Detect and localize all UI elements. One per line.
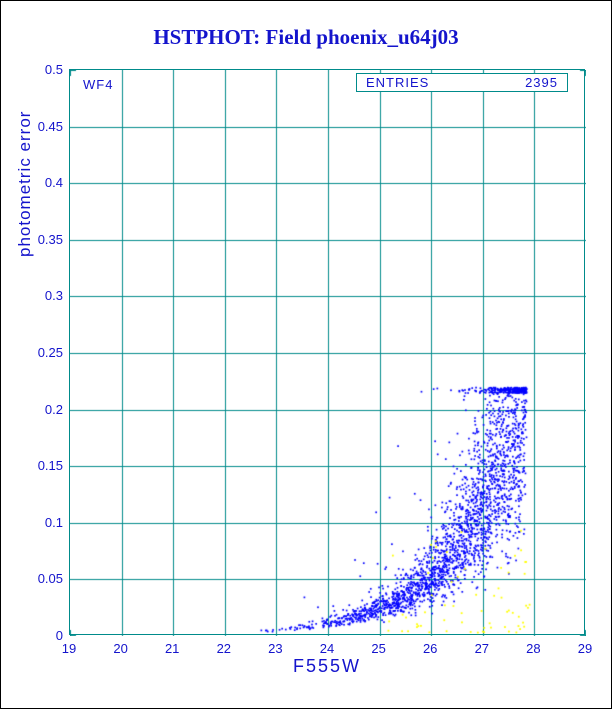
- x-axis-label: F555W: [292, 656, 362, 676]
- x-tick-label: 25: [371, 641, 386, 656]
- y-tick-label: 0.05: [37, 571, 63, 587]
- y-tick-label: 0.15: [37, 458, 63, 474]
- entries-value: 2395: [525, 75, 558, 90]
- x-tick-label: 21: [164, 641, 180, 656]
- plot-frame: WF4 ENTRIES 2395: [69, 69, 586, 636]
- scatter-plot-canvas: [70, 70, 586, 636]
- x-tick-label: 19: [61, 641, 77, 656]
- x-tick-label: 22: [216, 641, 232, 656]
- x-tick-label: 24: [319, 641, 335, 656]
- x-tick-label: 27: [474, 641, 490, 656]
- y-tick-label: 0.3: [44, 288, 63, 304]
- y-tick-label: 0.1: [44, 514, 63, 530]
- y-tick-label: 0.2: [44, 401, 63, 417]
- x-tick-label: 20: [113, 641, 128, 656]
- y-tick-label: 0: [55, 628, 63, 643]
- entries-label: ENTRIES: [366, 75, 430, 90]
- page-title: HSTPHOT: Field phoenix_u64j03: [153, 25, 459, 49]
- y-tick-label: 0.5: [44, 62, 63, 77]
- y-tick-label: 0.25: [37, 345, 63, 360]
- y-tick-label: 0.35: [37, 231, 63, 247]
- x-tick-label: 28: [526, 641, 541, 656]
- x-tick-label: 29: [577, 641, 593, 656]
- y-tick-label: 0.4: [44, 175, 63, 191]
- x-tick-label: 23: [268, 641, 283, 656]
- x-tick-label: 26: [422, 641, 438, 656]
- entries-box: ENTRIES 2395: [356, 73, 568, 92]
- y-tick-label: 0.45: [37, 118, 63, 134]
- camera-label: WF4: [81, 77, 116, 92]
